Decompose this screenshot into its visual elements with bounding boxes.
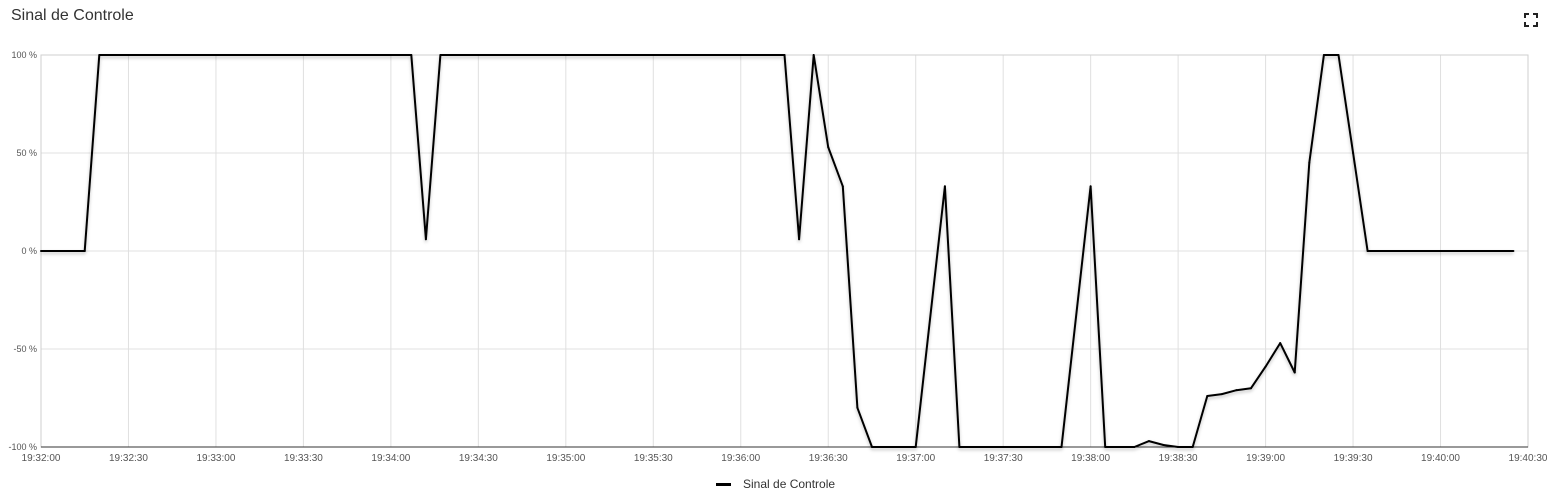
data-point [943, 185, 946, 188]
data-point [1060, 446, 1063, 448]
data-point [914, 446, 917, 448]
data-point [1352, 152, 1355, 154]
legend-swatch [716, 482, 731, 486]
data-point [783, 54, 786, 56]
data-point [958, 446, 961, 448]
data-point [1177, 446, 1180, 448]
data-point [841, 185, 844, 188]
x-tick-label: 19:35:00 [546, 453, 585, 464]
x-tick-label: 19:36:00 [721, 453, 760, 464]
legend-label: Sinal de Controle [743, 477, 836, 491]
x-tick-label: 19:39:00 [1246, 453, 1285, 464]
y-tick-label: 50 % [16, 148, 37, 158]
legend: Sinal de Controle [0, 477, 1553, 495]
data-point [1308, 161, 1311, 164]
data-point [1293, 371, 1296, 374]
data-point [1512, 250, 1515, 252]
x-tick-label: 19:36:30 [809, 453, 848, 464]
x-tick-label: 19:35:30 [634, 453, 673, 464]
data-point [1191, 446, 1194, 448]
data-point [1366, 250, 1369, 252]
data-point [798, 238, 801, 241]
data-point [870, 446, 873, 448]
y-tick-label: -50 % [13, 344, 37, 354]
data-point [1206, 395, 1209, 398]
fullscreen-expand-icon[interactable] [1524, 13, 1538, 27]
x-tick-label: 19:39:30 [1334, 453, 1373, 464]
data-point [1133, 446, 1136, 448]
data-point [1220, 393, 1223, 396]
axes: 100 % 50 % 0 % -50 % -100 %19:32:00 19:32:30 1… [8, 50, 1547, 464]
legend-item[interactable]: Sinal de Controle [716, 477, 835, 491]
data-point [439, 54, 442, 56]
data-point [1279, 342, 1282, 345]
x-tick-label: 19:34:30 [459, 453, 498, 464]
data-point [98, 54, 101, 56]
x-tick-label: 19:37:30 [984, 453, 1023, 464]
data-point [1337, 54, 1340, 56]
x-tick-label: 19:40:00 [1421, 453, 1460, 464]
x-tick-label: 19:34:00 [371, 453, 410, 464]
data-point [1235, 389, 1238, 392]
data-point [424, 238, 427, 241]
x-tick-label: 19:40:30 [1509, 453, 1548, 464]
y-tick-label: -100 % [8, 442, 37, 452]
y-tick-label: 100 % [11, 50, 37, 60]
x-tick-label: 19:33:00 [196, 453, 235, 464]
data-point [1104, 446, 1107, 448]
series-layer [40, 54, 1515, 448]
x-tick-label: 19:32:30 [109, 453, 148, 464]
data-point [812, 54, 815, 56]
grid [40, 54, 1529, 448]
data-point [410, 54, 413, 56]
data-point [856, 406, 859, 409]
line-chart: 100 % 50 % 0 % -50 % -100 %19:32:00 19:32:30 1… [8, 50, 1547, 464]
x-tick-label: 19:32:00 [22, 453, 61, 464]
x-tick-label: 19:37:00 [896, 453, 935, 464]
data-point [83, 250, 86, 252]
data-point [1089, 185, 1092, 188]
data-point [827, 146, 830, 149]
data-point [1264, 365, 1267, 368]
data-point [1322, 54, 1325, 56]
data-point [1250, 387, 1253, 390]
chart-title: Sinal de Controle [11, 7, 134, 24]
x-tick-label: 19:33:30 [284, 453, 323, 464]
data-point [40, 250, 42, 252]
y-tick-label: 0 % [21, 246, 37, 256]
data-point [1162, 444, 1165, 447]
x-tick-label: 19:38:00 [1071, 453, 1110, 464]
x-tick-label: 19:38:30 [1159, 453, 1198, 464]
data-point [1147, 440, 1150, 443]
